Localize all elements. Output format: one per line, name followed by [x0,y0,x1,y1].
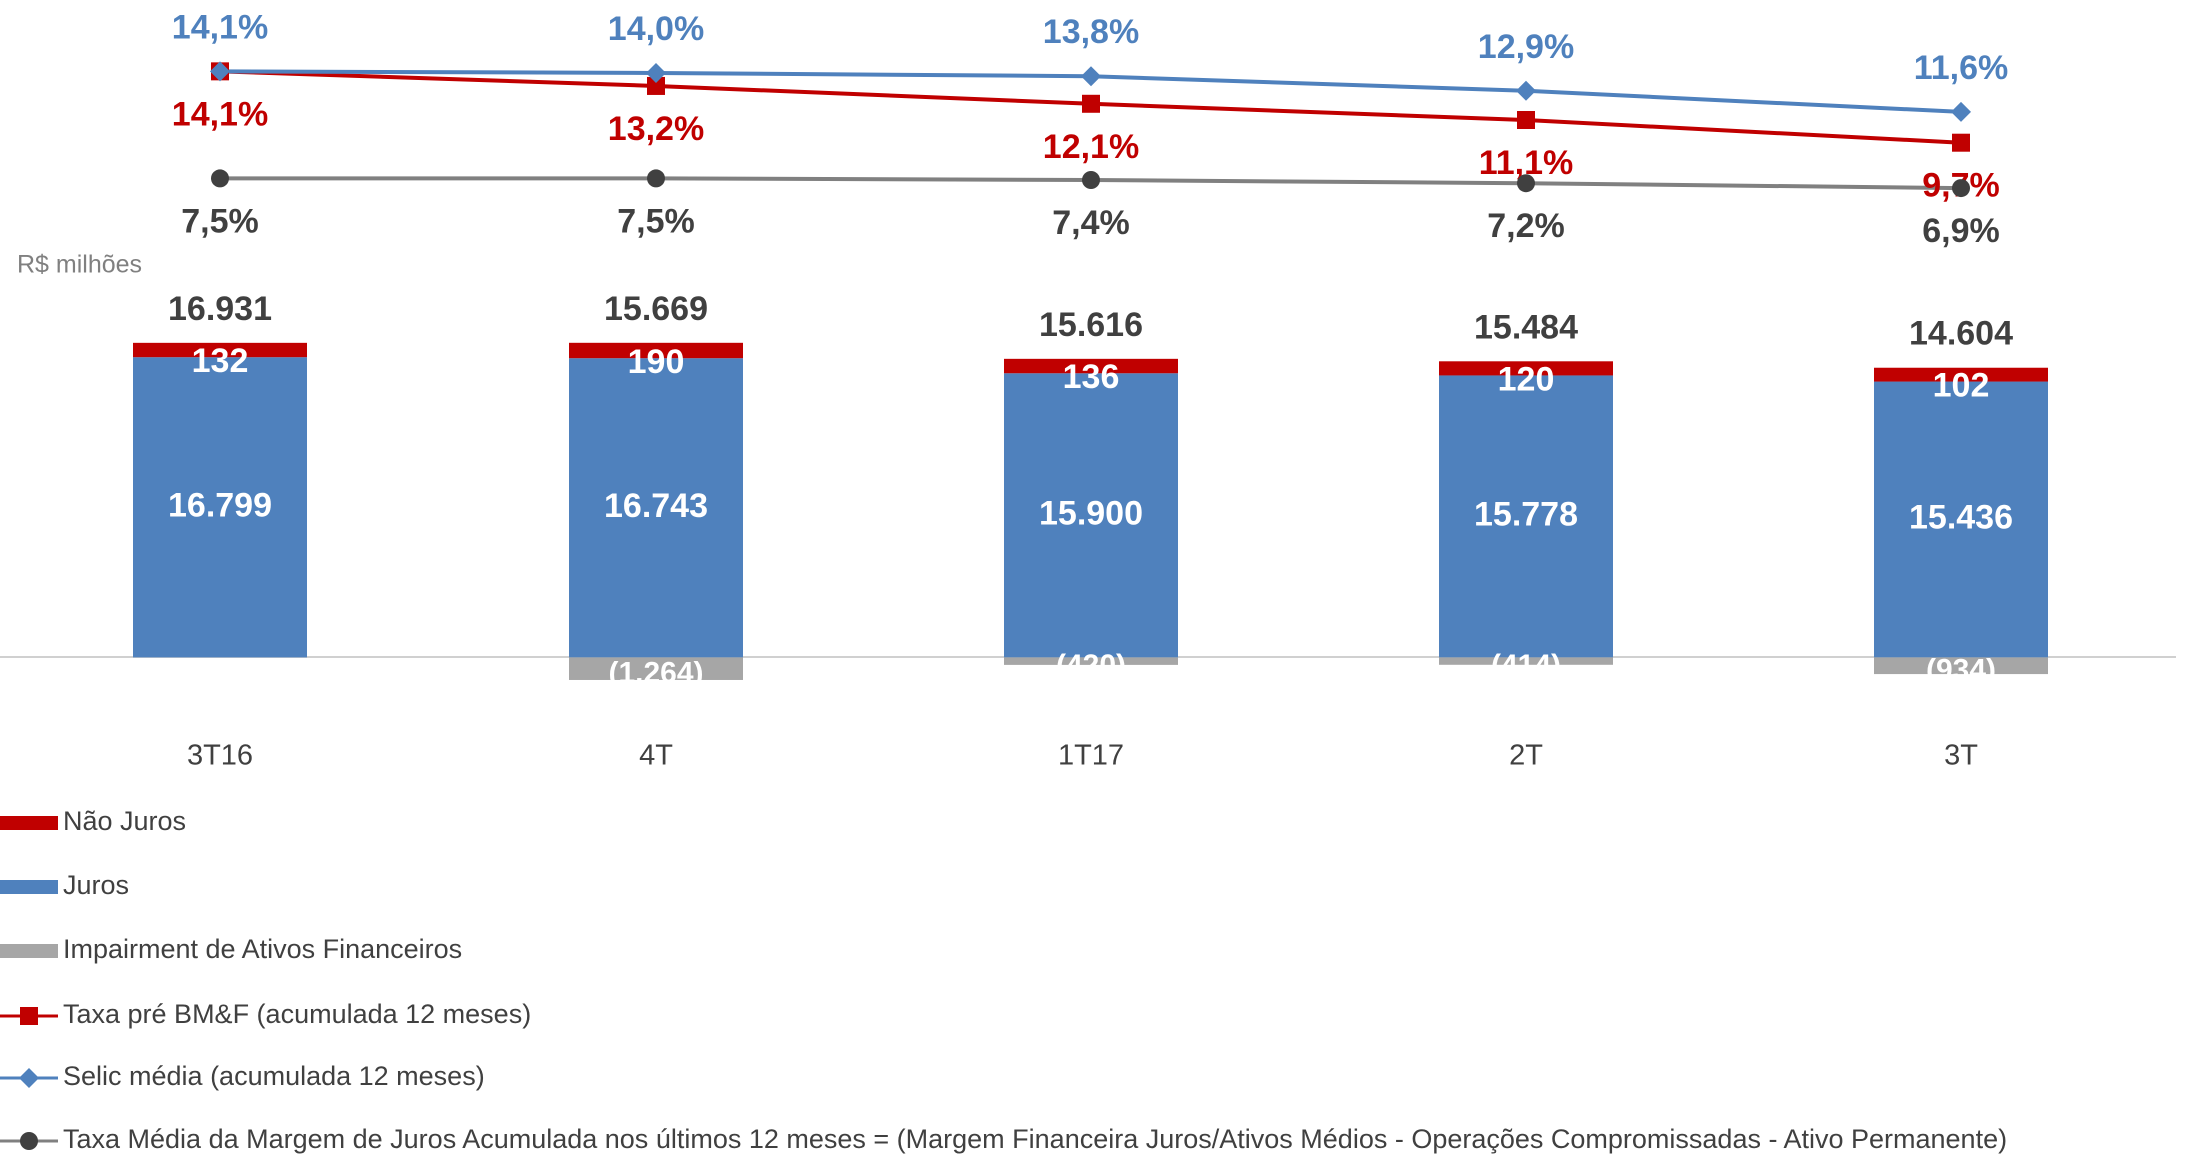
data-label: 6,9% [1922,212,2000,250]
bar-segment [1874,367,2048,382]
data-label: 120 [1498,360,1555,398]
line-marker [1081,66,1101,87]
line-marker [211,169,229,188]
line-marker [1082,94,1100,113]
data-label: 13,8% [1043,13,1139,51]
line-marker [19,1068,39,1088]
legend-swatch [0,816,58,830]
data-label: 14,1% [172,95,268,133]
data-label: 15.900 [1039,494,1143,532]
legend-label: Não Juros [63,806,186,836]
total-label: 15.669 [604,290,708,328]
line-marker [1951,101,1971,122]
bar-segment [133,357,307,658]
legend-label: Juros [63,870,129,900]
legend-label: Taxa pré BM&F (acumulada 12 meses) [63,999,531,1029]
line-marker [210,61,230,82]
legend-label: Impairment de Ativos Financeiros [63,934,462,964]
x-tick-label: 2T [1509,740,1543,772]
bar-segment [569,657,743,680]
data-label: 7,5% [617,202,695,240]
data-label: 190 [628,343,685,381]
x-tick-label: 3T16 [187,740,253,772]
unit-label: R$ milhões [17,251,142,279]
bar-segment [1439,375,1613,658]
data-label: 102 [1933,367,1990,405]
legend-label: Taxa Média da Margem de Juros Acumulada … [63,1124,2007,1154]
line-marker [647,76,665,95]
data-label: 16.743 [604,487,708,525]
legend-swatch [0,880,58,894]
line-marker [1516,80,1536,101]
line-marker [20,1007,38,1025]
legend-swatch [0,944,58,958]
line-marker [20,1132,38,1150]
line-marker [1082,171,1100,189]
data-label: 132 [192,342,249,380]
bar-segment [1004,358,1178,374]
line-marker [1517,111,1535,129]
line-marker [647,169,665,188]
data-label: (934) [1926,654,1996,687]
bar-segment [1439,657,1613,665]
data-label: 14,0% [608,10,704,48]
data-label: 12,9% [1478,28,1574,66]
data-label: 16.799 [168,486,272,524]
x-tick-label: 1T17 [1058,740,1124,772]
data-label: (414) [1491,649,1561,682]
data-label: 7,4% [1052,204,1130,242]
bar-segment [1874,657,2048,675]
line-marker [646,62,666,83]
total-label: 15.616 [1039,306,1143,344]
total-label: 16.931 [168,290,272,328]
data-label: 14,1% [172,8,268,46]
legend-label: Selic média (acumulada 12 meses) [63,1061,485,1091]
bar-segment [569,358,743,658]
bar-segment [569,342,743,359]
data-label: 12,1% [1043,128,1139,166]
data-label: 15.778 [1474,495,1578,533]
data-label: 7,2% [1487,207,1565,245]
line-marker [1952,133,1970,152]
total-label: 14.604 [1909,315,2013,353]
line-marker [1952,179,1970,198]
bar-segment [1439,361,1613,376]
data-label: 15.436 [1909,498,2013,536]
x-tick-label: 4T [639,740,673,772]
total-label: 15.484 [1474,308,1578,346]
bar-segment [1874,381,2048,658]
data-label: 11,6% [1914,49,2009,87]
data-label: 136 [1063,358,1120,396]
x-tick-label: 3T [1944,740,1978,772]
data-label: 13,2% [608,110,704,148]
line-marker [1517,174,1535,193]
bar-segment [1004,373,1178,658]
data-label: (420) [1056,649,1126,682]
data-label: 7,5% [181,202,259,240]
data-label: (1.264) [608,657,703,690]
bar-segment [133,342,307,358]
bar-segment [1004,657,1178,665]
